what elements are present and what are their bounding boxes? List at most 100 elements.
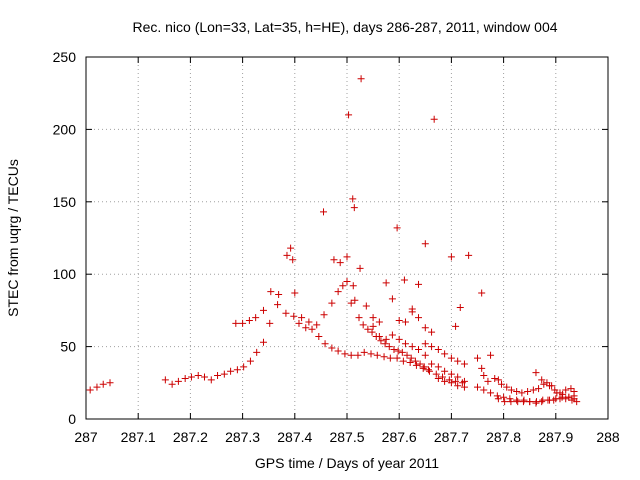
x-tick-label: 287.7 <box>434 429 469 445</box>
data-point <box>540 380 548 388</box>
data-point <box>313 321 321 329</box>
data-point <box>347 299 355 307</box>
y-tick-label: 150 <box>53 194 77 210</box>
data-point <box>421 240 429 248</box>
data-point <box>506 395 514 403</box>
data-point <box>394 347 402 355</box>
data-point <box>275 290 283 298</box>
data-point <box>474 383 481 391</box>
data-point <box>570 392 578 400</box>
data-point <box>456 304 464 312</box>
data-point <box>460 360 468 368</box>
data-point <box>498 380 506 388</box>
data-point <box>369 314 377 322</box>
data-point <box>434 363 442 371</box>
data-point <box>568 396 576 404</box>
data-point <box>520 396 528 404</box>
grid <box>86 57 608 419</box>
data-point <box>385 343 393 351</box>
data-point <box>559 390 567 398</box>
data-point <box>412 361 420 369</box>
data-point <box>393 354 401 362</box>
data-point <box>381 340 389 348</box>
data-points <box>86 75 581 407</box>
data-point <box>349 195 357 203</box>
data-point <box>441 377 449 385</box>
data-point <box>377 337 385 345</box>
data-point <box>382 279 390 287</box>
data-point <box>295 319 303 327</box>
axis-ticks: 287 287.1 287.2 287.3 287.4 287.5 287.6 287.7 28… <box>53 49 620 445</box>
data-point <box>543 379 551 387</box>
data-point <box>393 224 401 232</box>
data-point <box>491 374 499 382</box>
data-point <box>174 377 182 385</box>
data-point <box>529 386 537 394</box>
data-point <box>161 376 169 384</box>
data-point <box>567 385 575 393</box>
data-point <box>291 289 299 297</box>
data-point <box>474 354 481 362</box>
data-point <box>415 345 423 353</box>
data-point <box>562 395 570 403</box>
data-point <box>320 208 328 216</box>
y-tick-label: 0 <box>68 411 76 427</box>
data-point <box>259 306 267 314</box>
data-point <box>287 244 295 252</box>
data-point <box>347 351 355 359</box>
data-point <box>386 354 394 362</box>
x-tick-label: 287.3 <box>225 429 260 445</box>
data-point <box>432 370 440 378</box>
data-point <box>532 399 540 407</box>
data-point <box>380 353 388 361</box>
data-point <box>245 317 253 325</box>
data-point <box>214 372 222 380</box>
data-point <box>252 314 260 322</box>
data-point <box>507 398 515 406</box>
data-point <box>232 319 240 327</box>
data-point <box>181 374 189 382</box>
data-point <box>388 295 396 303</box>
data-point <box>573 398 581 406</box>
data-point <box>428 360 436 368</box>
data-point <box>328 344 336 352</box>
data-point <box>434 374 442 382</box>
data-point <box>308 325 316 333</box>
data-point <box>343 253 351 261</box>
data-point <box>357 75 365 83</box>
data-point <box>364 325 372 333</box>
chart-title: Rec. nico (Lon=33, Lat=35, h=HE), days 2… <box>132 19 557 35</box>
data-point <box>86 386 94 394</box>
data-point <box>350 204 358 212</box>
data-point <box>503 383 511 391</box>
x-tick-label: 287.9 <box>538 429 573 445</box>
data-point <box>487 389 495 397</box>
x-tick-label: 288 <box>596 429 620 445</box>
data-point <box>415 314 423 322</box>
data-point <box>513 396 521 404</box>
data-point <box>220 370 228 378</box>
data-point <box>334 347 342 355</box>
y-axis-label: STEC from uqrg / TECUs <box>5 159 21 317</box>
data-point <box>562 386 570 394</box>
data-point <box>407 354 415 362</box>
data-point <box>447 253 455 261</box>
data-point <box>421 340 429 348</box>
data-point <box>382 335 390 343</box>
data-point <box>524 387 532 395</box>
data-point <box>441 350 449 358</box>
data-point <box>535 385 543 393</box>
data-point <box>408 308 416 316</box>
data-point <box>484 377 492 385</box>
data-point <box>395 317 403 325</box>
data-point <box>341 350 349 358</box>
data-point <box>420 363 428 371</box>
data-point <box>93 383 101 391</box>
data-point <box>367 350 375 358</box>
data-point <box>518 389 526 397</box>
data-point <box>345 111 353 119</box>
data-point <box>480 386 488 394</box>
data-point <box>336 259 344 267</box>
data-point <box>99 380 107 388</box>
